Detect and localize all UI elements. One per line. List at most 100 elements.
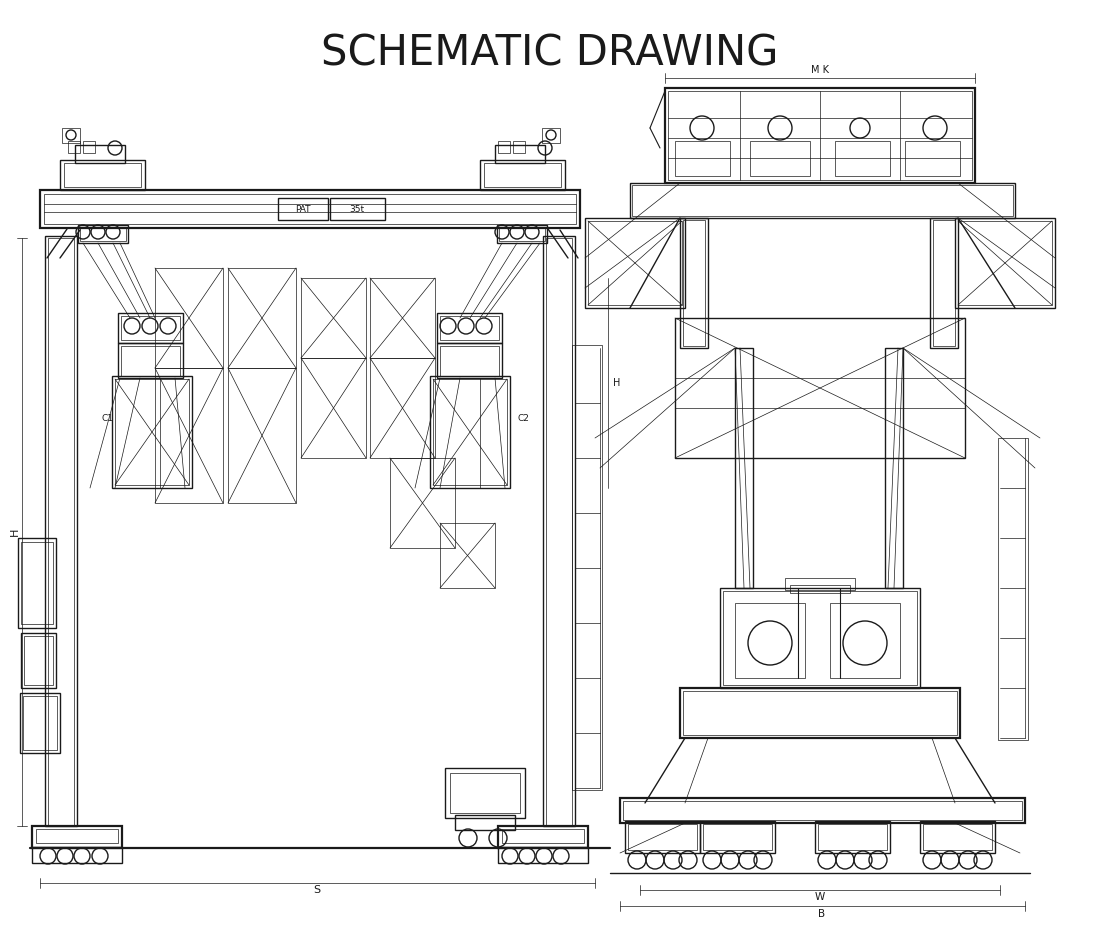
Bar [498, 141, 510, 153]
Bar [155, 268, 223, 368]
Bar [542, 128, 560, 143]
Bar [905, 141, 960, 176]
Bar [625, 821, 700, 853]
Bar [390, 458, 455, 548]
Bar [933, 220, 955, 346]
Bar [23, 696, 57, 750]
Bar [440, 316, 499, 340]
Bar [480, 160, 565, 190]
Bar [278, 198, 328, 220]
Bar [720, 588, 920, 688]
Bar [118, 313, 183, 343]
Bar [32, 847, 122, 863]
Bar [75, 145, 125, 163]
Bar [785, 578, 855, 590]
Bar [513, 141, 525, 153]
Bar [735, 603, 805, 678]
Text: C2: C2 [517, 414, 529, 422]
Bar [620, 798, 1025, 823]
Bar [735, 348, 754, 588]
Bar [68, 141, 80, 153]
Bar [498, 826, 588, 848]
Bar [112, 376, 192, 488]
Bar [498, 847, 588, 863]
Text: B: B [818, 909, 826, 919]
Text: PAT: PAT [295, 204, 310, 214]
Bar [495, 145, 544, 163]
Bar [62, 128, 80, 143]
Bar [433, 379, 507, 485]
Bar [572, 345, 602, 790]
Bar [628, 824, 697, 850]
Bar [64, 163, 141, 187]
Bar [680, 688, 960, 738]
Text: C1: C1 [102, 414, 114, 422]
Bar [703, 824, 772, 850]
Bar [440, 523, 495, 588]
Bar [668, 91, 972, 180]
Bar [666, 88, 975, 183]
Bar [301, 358, 366, 458]
Bar [446, 768, 525, 818]
Bar [815, 821, 890, 853]
Bar [18, 538, 56, 628]
Bar [21, 633, 56, 688]
Bar [958, 221, 1052, 305]
Bar [830, 603, 900, 678]
Bar [543, 236, 575, 826]
Bar [330, 198, 385, 220]
Bar [818, 824, 887, 850]
Bar [24, 636, 53, 685]
Bar [36, 829, 118, 843]
Bar [40, 190, 580, 228]
Bar [301, 278, 366, 358]
Bar [21, 542, 53, 624]
Bar [118, 343, 183, 378]
Bar [437, 313, 502, 343]
Text: H: H [10, 528, 20, 537]
Bar [502, 829, 584, 843]
Bar [121, 316, 180, 340]
Bar [45, 236, 77, 826]
Bar [723, 591, 917, 685]
Bar [700, 821, 776, 853]
Bar [32, 826, 122, 848]
Bar [497, 225, 547, 243]
Bar [930, 218, 958, 348]
Bar [998, 438, 1028, 740]
Bar [499, 227, 544, 241]
Bar [437, 343, 502, 378]
Bar [546, 238, 572, 826]
Bar [121, 346, 180, 376]
Bar [116, 379, 189, 485]
Bar [923, 824, 992, 850]
Bar [675, 141, 730, 176]
Bar [588, 221, 682, 305]
Bar [886, 348, 903, 588]
Bar [630, 183, 1015, 218]
Bar [20, 693, 60, 753]
Bar [440, 346, 499, 376]
Bar [632, 185, 1013, 216]
Bar [585, 218, 685, 308]
Bar [78, 225, 128, 243]
Bar [920, 821, 996, 853]
Text: SCHEMATIC DRAWING: SCHEMATIC DRAWING [321, 32, 779, 74]
Bar [450, 773, 520, 813]
Text: H: H [613, 378, 620, 388]
Bar [623, 801, 1022, 820]
Bar [683, 220, 705, 346]
Bar [60, 160, 145, 190]
Bar [82, 141, 95, 153]
Bar [955, 218, 1055, 308]
Bar [48, 238, 74, 826]
Bar [790, 585, 850, 593]
Bar [80, 227, 126, 241]
Bar [675, 318, 965, 458]
Bar [370, 278, 434, 358]
Bar [683, 691, 957, 735]
Bar [484, 163, 561, 187]
Bar [680, 218, 708, 348]
Bar [155, 368, 223, 503]
Bar [430, 376, 510, 488]
